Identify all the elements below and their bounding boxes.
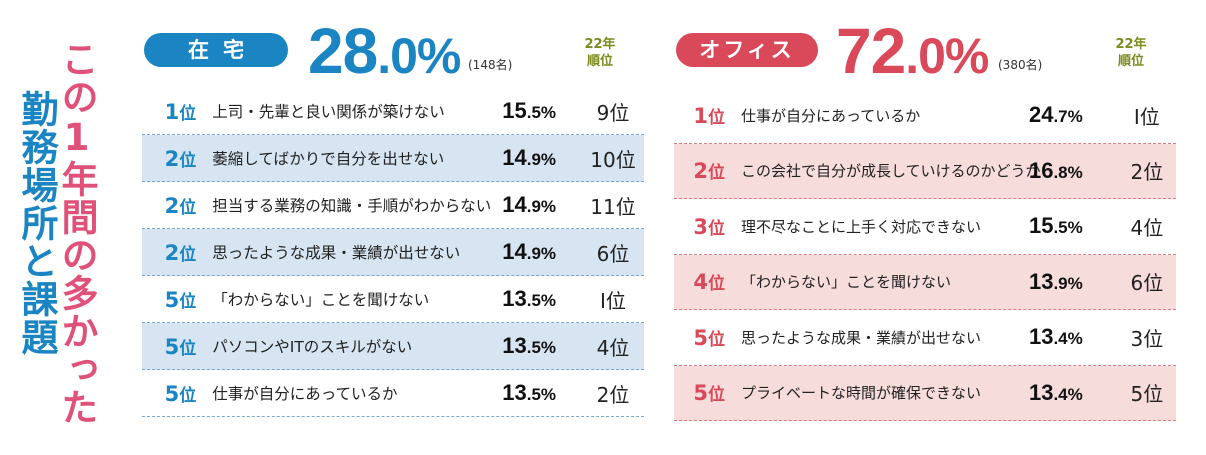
home-rank-label: 1位 (164, 99, 197, 124)
office-rank-label: 4位 (693, 270, 725, 295)
office-rank-label: 1位 (693, 103, 725, 128)
office-prev-rank: 3位 (1130, 326, 1164, 351)
office-panel: オフィス 72.0% (380名) 22年 順位 1位 仕事が自分にあっているか 24… (674, 18, 1176, 421)
home-issue-label: 仕事が自分にあっているか (212, 385, 398, 403)
home-table-row: 5位 仕事が自分にあっているか 13.5% 2位 (142, 370, 644, 417)
home-percent-value: 14.9% (502, 239, 557, 264)
home-prev-rank: 2位 (596, 382, 630, 407)
home-percent-value: 14.9% (502, 145, 557, 170)
home-table-row: 5位 パソコンやITのスキルがない 13.5% 4位 (142, 323, 644, 370)
home-share-value: 28.0% (308, 15, 461, 87)
home-percent-value: 13.5% (502, 380, 557, 405)
office-percent-value: 24.7% (1028, 102, 1083, 128)
home-rank-label: 2位 (164, 193, 197, 218)
office-header: オフィス 72.0% (380名) 22年 順位 (674, 18, 1176, 88)
home-percent-value: 14.9% (502, 192, 557, 217)
office-table-row: 4位 「わからない」ことを聞けない 13.9% 6位 (674, 254, 1176, 310)
office-issue-label: プライベートな時間が確保できない (740, 384, 981, 403)
office-percent-value: 16.8% (1028, 157, 1083, 183)
home-prev-rank: 4位 (596, 335, 630, 360)
home-prev-rank-header: 22年 順位 (584, 37, 616, 69)
home-issue-label: 萎縮してばかりで自分を出せない (212, 150, 445, 168)
home-table-row: 1位 上司・先輩と良い関係が築けない 15.5% 9位 (142, 88, 644, 135)
home-prev-rank: 9位 (596, 100, 630, 125)
home-issue-label: 思ったような成果・業績が出せない (212, 244, 461, 262)
office-rank-label: 3位 (693, 214, 725, 239)
home-rank-label: 5位 (164, 381, 197, 406)
office-rank-label: 5位 (693, 381, 725, 406)
home-issue-label: 上司・先輩と良い関係が築けない (212, 103, 445, 121)
office-table-row: 2位 この会社で自分が成長していけるのかどうか 16.8% 2位 (674, 143, 1176, 199)
home-percent-value: 13.5% (502, 333, 557, 358)
office-issue-label: 理不尽なことに上手く対応できない (740, 217, 981, 236)
office-percent-value: 13.4% (1028, 379, 1083, 405)
home-rank-label: 5位 (164, 287, 197, 312)
office-percent-value: 13.9% (1028, 268, 1083, 294)
home-rank-label: 2位 (164, 240, 197, 265)
home-table-row: 2位 担当する業務の知識・手順がわからない 14.9% 11位 (142, 182, 644, 229)
office-percent-value: 15.5% (1028, 213, 1083, 239)
office-rank-label: 5位 (693, 325, 725, 350)
home-issue-label: 「わからない」ことを聞けない (212, 291, 430, 309)
home-prev-rank: 10位 (590, 147, 636, 172)
office-prev-rank: Ⅰ位 (1133, 104, 1160, 129)
office-issue-label: 思ったような成果・業績が出せない (740, 328, 981, 347)
office-table-row: 5位 思ったような成果・業績が出せない 13.4% 3位 (674, 310, 1176, 366)
office-table-row: 5位 プライベートな時間が確保できない 13.4% 5位 (674, 365, 1176, 421)
home-rank-label: 2位 (164, 146, 197, 171)
chart-title-line1: この1年間の多かった (55, 40, 98, 426)
home-respondent-count: (148名) (468, 58, 513, 72)
home-prev-rank: Ⅰ位 (600, 288, 626, 313)
chart-title-line2: 勤務場所と課題 (15, 90, 58, 356)
home-rows: 1位 上司・先輩と良い関係が築けない 15.5% 9位 2位 萎縮してばかりで自分を出せな… (142, 88, 644, 417)
office-percent-value: 13.4% (1028, 324, 1083, 350)
office-issue-label: この会社で自分が成長していけるのかどうか (740, 162, 1041, 181)
office-respondent-count: (380名) (998, 58, 1043, 72)
home-panel: 在宅 28.0% (148名) 22年 順位 1位 上司・先輩と良い関係が築けない 1… (142, 18, 644, 417)
home-table-row: 2位 思ったような成果・業績が出せない 14.9% 6位 (142, 229, 644, 276)
office-issue-label: 仕事が自分にあっているか (740, 106, 921, 125)
office-rank-label: 2位 (693, 159, 725, 184)
office-rows: 1位 仕事が自分にあっているか 24.7% Ⅰ位 2位 この会社で自分が成長していけるのか… (674, 88, 1176, 421)
office-table-row: 3位 理不尽なことに上手く対応できない 15.5% 4位 (674, 199, 1176, 255)
office-prev-rank: 5位 (1130, 382, 1164, 407)
home-prev-rank: 6位 (596, 241, 630, 266)
home-prev-rank: 11位 (590, 194, 636, 219)
home-percent-value: 13.5% (502, 286, 557, 311)
office-prev-rank-header: 22年 順位 (1115, 37, 1147, 69)
home-rank-label: 5位 (164, 334, 197, 359)
home-issue-label: 担当する業務の知識・手順がわからない (212, 197, 492, 215)
home-header: 在宅 28.0% (148名) 22年 順位 (142, 18, 644, 88)
home-table-row: 5位 「わからない」ことを聞けない 13.5% Ⅰ位 (142, 276, 644, 323)
office-table-row: 1位 仕事が自分にあっているか 24.7% Ⅰ位 (674, 88, 1176, 144)
home-issue-label: パソコンやITのスキルがない (212, 338, 413, 356)
home-percent-value: 15.5% (502, 98, 557, 123)
home-group-badge: 在宅 (144, 33, 288, 67)
office-share-value: 72.0% (836, 15, 989, 87)
office-prev-rank: 2位 (1130, 160, 1164, 185)
home-table-row: 2位 萎縮してばかりで自分を出せない 14.9% 10位 (142, 135, 644, 182)
office-group-badge: オフィス (676, 33, 818, 67)
office-issue-label: 「わからない」ことを聞けない (740, 273, 951, 292)
office-prev-rank: 6位 (1130, 271, 1164, 296)
office-prev-rank: 4位 (1130, 215, 1164, 240)
